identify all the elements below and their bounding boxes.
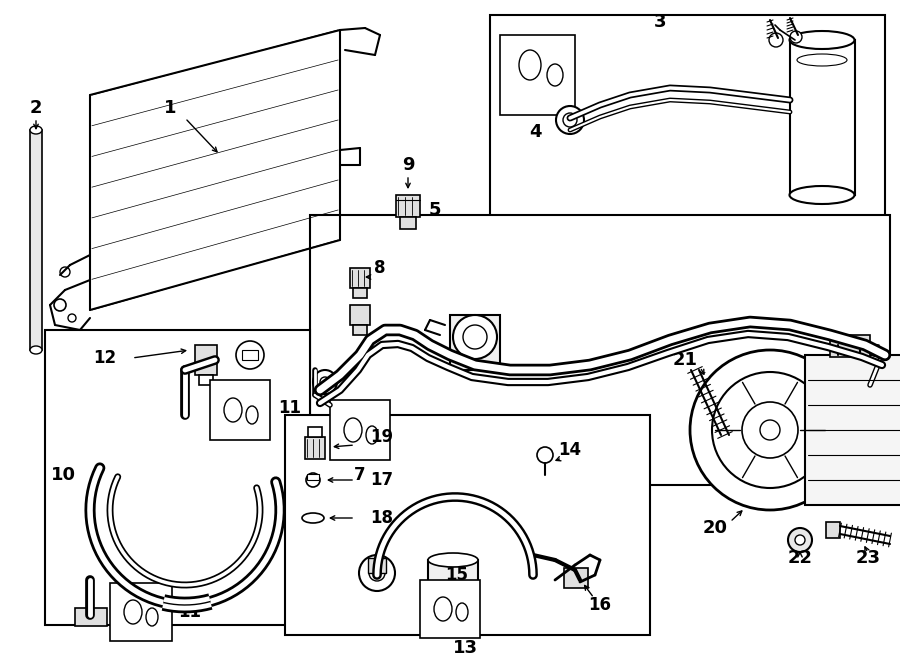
Circle shape	[563, 113, 577, 127]
Circle shape	[690, 350, 850, 510]
Text: 18: 18	[370, 509, 393, 527]
Circle shape	[742, 402, 798, 458]
Bar	[285, 415, 650, 635]
Circle shape	[463, 325, 487, 349]
Circle shape	[760, 420, 780, 440]
Circle shape	[556, 106, 584, 134]
Text: 3: 3	[653, 13, 666, 31]
Bar	[564, 568, 588, 588]
Ellipse shape	[434, 597, 452, 621]
Text: 5: 5	[428, 201, 441, 219]
Circle shape	[769, 33, 783, 47]
Ellipse shape	[30, 346, 42, 354]
Ellipse shape	[519, 50, 541, 80]
Text: 7: 7	[355, 466, 365, 484]
Circle shape	[788, 528, 812, 552]
Text: 12: 12	[94, 349, 117, 367]
Ellipse shape	[146, 608, 158, 626]
Bar	[805, 355, 900, 505]
Bar	[195, 345, 217, 375]
Ellipse shape	[789, 31, 854, 49]
Text: 22: 22	[788, 549, 813, 567]
Ellipse shape	[366, 426, 378, 444]
Bar	[307, 474, 319, 480]
Bar	[75, 608, 107, 626]
Circle shape	[313, 370, 337, 394]
Ellipse shape	[224, 398, 242, 422]
Bar	[396, 195, 420, 217]
Ellipse shape	[890, 406, 900, 424]
Text: 20: 20	[703, 519, 727, 537]
Text: 2: 2	[30, 99, 42, 117]
Circle shape	[860, 355, 880, 375]
Ellipse shape	[428, 553, 478, 567]
Bar	[30, 130, 42, 350]
Text: 4: 4	[529, 123, 541, 141]
Bar	[500, 35, 575, 115]
Text: 13: 13	[453, 639, 478, 657]
Circle shape	[68, 314, 76, 322]
Bar	[350, 305, 370, 325]
Ellipse shape	[456, 603, 468, 621]
Ellipse shape	[789, 186, 854, 204]
Ellipse shape	[869, 394, 885, 416]
Ellipse shape	[302, 513, 324, 523]
Bar	[450, 315, 500, 370]
Bar	[308, 427, 322, 437]
Circle shape	[54, 299, 66, 311]
Bar	[305, 437, 325, 459]
Circle shape	[236, 341, 264, 369]
Circle shape	[369, 565, 385, 581]
Bar	[353, 325, 367, 335]
Circle shape	[712, 372, 828, 488]
Circle shape	[790, 31, 802, 43]
Text: 10: 10	[50, 466, 76, 484]
Text: 23: 23	[856, 549, 880, 567]
Text: 15: 15	[445, 566, 468, 584]
Bar	[199, 375, 213, 385]
Bar	[826, 522, 840, 538]
Ellipse shape	[428, 588, 478, 602]
Circle shape	[306, 473, 320, 487]
Bar	[310, 215, 890, 485]
Bar	[368, 558, 386, 573]
Bar	[830, 335, 870, 357]
Bar	[242, 350, 258, 360]
Ellipse shape	[124, 600, 142, 624]
Text: 8: 8	[374, 259, 386, 277]
Text: 21: 21	[672, 351, 698, 369]
Bar	[790, 40, 855, 195]
Text: 6: 6	[868, 343, 881, 361]
Bar	[350, 268, 370, 288]
Text: 11: 11	[178, 603, 201, 621]
Circle shape	[60, 267, 70, 277]
Bar	[330, 400, 390, 460]
Bar	[400, 217, 416, 229]
Bar	[856, 378, 900, 448]
Circle shape	[359, 555, 395, 591]
Text: 9: 9	[401, 156, 414, 174]
Bar	[420, 580, 480, 638]
Text: 16: 16	[589, 596, 611, 614]
Bar	[110, 583, 172, 641]
Text: 14: 14	[558, 441, 581, 459]
Ellipse shape	[246, 406, 258, 424]
Circle shape	[320, 377, 330, 387]
Bar	[210, 380, 270, 440]
Ellipse shape	[547, 64, 563, 86]
Circle shape	[795, 535, 805, 545]
Bar	[353, 288, 367, 298]
Bar	[428, 560, 478, 595]
Ellipse shape	[344, 418, 362, 442]
Ellipse shape	[797, 54, 847, 66]
Text: 1: 1	[164, 99, 176, 117]
Text: 11: 11	[278, 399, 301, 417]
Text: 19: 19	[370, 428, 393, 446]
Text: 17: 17	[370, 471, 393, 489]
Circle shape	[537, 447, 553, 463]
Bar	[45, 330, 310, 625]
Circle shape	[453, 315, 497, 359]
Bar	[490, 15, 885, 230]
Ellipse shape	[30, 126, 42, 134]
